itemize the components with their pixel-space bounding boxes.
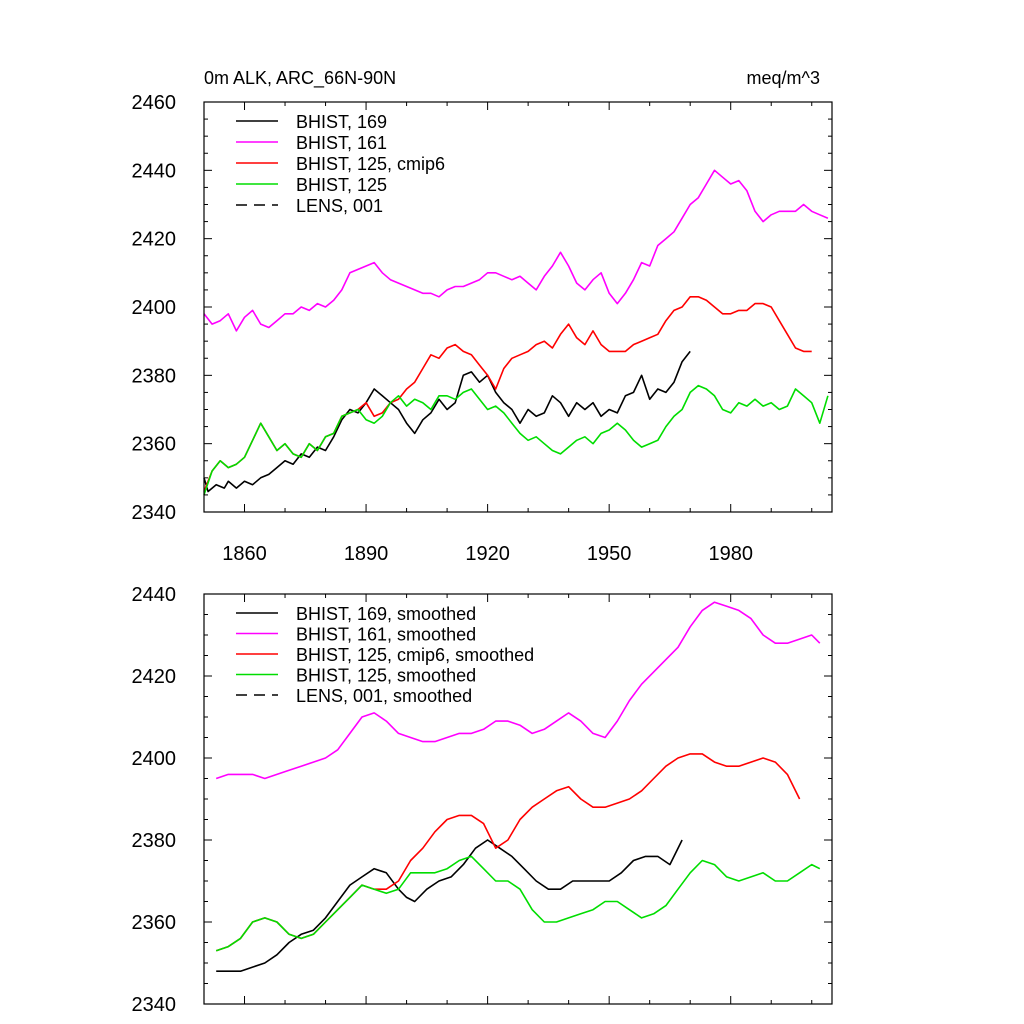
series-line-2 [215,601,821,780]
y-tick-label: 2460 [132,92,177,114]
x-tick-label: 1950 [587,543,632,565]
bottom-panel: 2340 2360 2380 2400 2420 2440 BHIST, 169, smoo… [132,584,833,1016]
y-tick-label: 2420 [132,229,177,251]
legend-label: LENS, 001, smoothed [296,686,472,706]
x-tick-label: 1860 [222,543,267,565]
y-tick-label: 2440 [132,160,177,182]
series-line-4 [215,855,821,952]
y-tick-label: 2440 [132,584,177,606]
legend-label: BHIST, 125 [296,175,387,195]
figure-title-left: 0m ALK, ARC_66N-90N [204,68,396,89]
y-tick-label: 2380 [132,830,177,852]
legend-label: BHIST, 169 [296,112,387,132]
top-panel: 2340 2360 2380 2400 2420 2440 2460 1860 1890 1920… [132,92,833,565]
legend-label: BHIST, 125, cmip6, smoothed [296,645,534,665]
legend-label: BHIST, 169, smoothed [296,604,476,624]
legend-label: BHIST, 125, cmip6 [296,154,445,174]
legend-label: BHIST, 161, smoothed [296,625,476,645]
series-line-1 [216,839,683,973]
y-tick-label: 2400 [132,297,177,319]
figure-title-right: meq/m^3 [747,68,820,88]
series-line-2 [203,169,829,332]
series-line-1 [203,350,691,493]
x-tick-label: 1980 [708,543,753,565]
y-tick-label: 2360 [132,434,177,456]
y-tick-label: 2380 [132,365,177,387]
y-tick-label: 2340 [132,502,177,524]
x-tick-label: 1890 [344,543,389,565]
legend-label: BHIST, 125, smoothed [296,666,476,686]
series-line-3 [215,753,801,952]
legend-label: LENS, 001 [296,196,383,216]
y-tick-label: 2420 [132,666,177,688]
y-tick-label: 2360 [132,912,177,934]
y-tick-label: 2400 [132,748,177,770]
y-tick-label: 2340 [132,994,177,1016]
x-tick-label: 1920 [465,543,510,565]
series-line-4 [203,384,829,496]
legend-label: BHIST, 161 [296,133,387,153]
